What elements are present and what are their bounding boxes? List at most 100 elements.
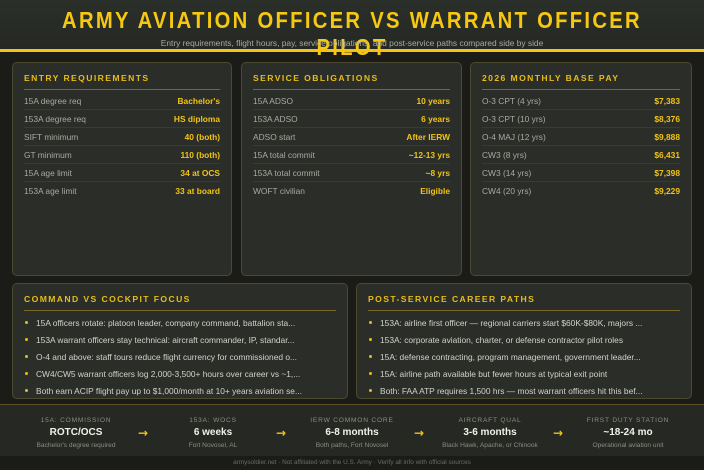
panel-title: COMMAND VS COCKPIT FOCUS	[24, 294, 191, 304]
step-note: Both paths, Fort Novosel	[315, 442, 389, 449]
step-kicker: 15A: COMMISSION	[40, 417, 112, 424]
list-item: Both: FAA ATP requires 1,500 hrs — most …	[368, 382, 683, 399]
step-value: 3-6 months	[463, 427, 517, 438]
list-item-text: 153A: corporate aviation, charter, or de…	[380, 334, 624, 345]
list-item-text: 153A warrant officers stay technical: ai…	[36, 334, 295, 345]
row-label: GT minimum	[24, 149, 72, 160]
row-label: 153A degree req	[24, 113, 86, 124]
table-row: O-3 CPT (4 yrs) $7,383	[482, 92, 680, 110]
table-row: 15A age limit 34 at OCS	[24, 164, 220, 182]
step-kicker: FIRST DUTY STATION	[586, 417, 670, 424]
arrow-right-icon: →	[553, 426, 564, 440]
row-value: $9,229	[654, 186, 680, 196]
service-obligations-panel: SERVICE OBLIGATIONS 15A ADSO 10 years 153…	[241, 62, 462, 276]
list-item-text: 15A: airline path available but fewer ho…	[380, 368, 608, 379]
training-timeline: 15A: COMMISSION ROTC/OCS Bachelor's degr…	[0, 404, 704, 456]
timeline-step-commission: 15A: COMMISSION ROTC/OCS Bachelor's degr…	[11, 405, 141, 457]
step-kicker: 153A: WOCS	[189, 417, 237, 424]
timeline-step-wocs: 153A: WOCS 6 weeks Fort Novosel, AL	[148, 405, 278, 457]
bullet-icon	[369, 372, 372, 375]
row-label: 153A ADSO	[253, 113, 298, 124]
row-value: $8,376	[654, 113, 680, 124]
bullet-icon	[25, 372, 28, 375]
list-item-text: 153A: airline first officer — regional c…	[380, 317, 643, 328]
row-value: $9,888	[654, 131, 680, 142]
divider	[482, 89, 680, 90]
table-row: 15A ADSO 10 years	[253, 92, 450, 110]
row-label: ADSO start	[253, 131, 296, 142]
bullet-icon	[25, 355, 28, 358]
divider	[253, 89, 450, 90]
step-value: ROTC/OCS	[49, 427, 103, 438]
row-value: 6 years	[421, 113, 450, 124]
table-row: O-3 CPT (10 yrs) $8,376	[482, 110, 680, 128]
row-value: HS diploma	[173, 113, 220, 124]
arrow-right-icon: →	[414, 426, 425, 440]
step-value: ~18-24 mo	[603, 427, 653, 438]
list-item: 153A: airline first officer — regional c…	[368, 314, 683, 331]
table-row: 153A ADSO 6 years	[253, 110, 450, 128]
panel-title: POST-SERVICE CAREER PATHS	[368, 294, 536, 304]
table-row: SIFT minimum 40 (both)	[24, 128, 220, 146]
panel-title: SERVICE OBLIGATIONS	[253, 73, 379, 83]
bullet-icon	[369, 321, 372, 324]
bullet-icon	[369, 389, 372, 392]
table-row: ADSO start After IERW	[253, 128, 450, 146]
panel-title: 2026 MONTHLY BASE PAY	[482, 73, 620, 83]
list-item: CW4/CW5 warrant officers log 2,000-3,500…	[24, 365, 339, 382]
row-label: CW4 (20 yrs)	[482, 186, 532, 196]
list-item: 153A warrant officers stay technical: ai…	[24, 331, 339, 348]
row-value: 34 at OCS	[180, 167, 220, 178]
list-item: O-4 and above: staff tours reduce flight…	[24, 348, 339, 365]
list-item-text: 15A officers rotate: platoon leader, com…	[36, 317, 296, 328]
arrow-right-icon: →	[276, 426, 287, 440]
step-value: 6 weeks	[193, 427, 233, 438]
row-value: $6,431	[654, 149, 680, 160]
step-value: 6-8 months	[325, 427, 379, 438]
list-item-text: O-4 and above: staff tours reduce flight…	[36, 351, 297, 362]
list-item: 15A: defense contracting, program manage…	[368, 348, 683, 365]
monthly-pay-panel: 2026 MONTHLY BASE PAY O-3 CPT (4 yrs) $7,…	[470, 62, 692, 276]
divider	[368, 310, 680, 311]
divider	[24, 89, 220, 90]
table-row: WOFT civilian Eligible	[253, 182, 450, 200]
table-row: 15A total commit ~12-13 yrs	[253, 146, 450, 164]
row-value: After IERW	[406, 131, 450, 142]
row-value: Eligible	[420, 186, 450, 196]
timeline-step-aircraft-qual: AIRCRAFT QUAL 3-6 months Black Hawk, Apa…	[425, 405, 555, 457]
table-row: 153A age limit 33 at board	[24, 182, 220, 200]
table-row: GT minimum 110 (both)	[24, 146, 220, 164]
row-label: 15A age limit	[24, 167, 72, 178]
list-item-text: 15A: defense contracting, program manage…	[380, 351, 641, 362]
row-value: 33 at board	[175, 186, 220, 196]
row-value: $7,398	[654, 167, 680, 178]
list-item: Both earn ACIP flight pay up to $1,000/m…	[24, 382, 339, 399]
row-label: 153A age limit	[24, 186, 77, 196]
row-label: WOFT civilian	[253, 186, 305, 196]
panel-title: ENTRY REQUIREMENTS	[24, 73, 150, 83]
list-item-text: Both earn ACIP flight pay up to $1,000/m…	[36, 385, 302, 396]
table-row: CW3 (8 yrs) $6,431	[482, 146, 680, 164]
row-value: ~8 yrs	[425, 167, 450, 178]
table-row: 153A degree req HS diploma	[24, 110, 220, 128]
row-label: O-3 CPT (10 yrs)	[482, 113, 546, 124]
row-value: Bachelor's	[177, 95, 221, 106]
page-subtitle: Entry requirements, flight hours, pay, s…	[160, 38, 544, 48]
step-note: Fort Novosel, AL	[188, 442, 238, 449]
row-label: 15A total commit	[253, 149, 315, 160]
bullet-icon	[25, 389, 28, 392]
row-value: ~12-13 yrs	[408, 149, 450, 160]
list-item: 15A officers rotate: platoon leader, com…	[24, 314, 339, 331]
bullet-icon	[369, 355, 372, 358]
list-item-text: Both: FAA ATP requires 1,500 hrs — most …	[380, 385, 643, 396]
page-title: ARMY AVIATION OFFICER VS WARRANT OFFICER…	[62, 7, 642, 60]
table-row: CW3 (14 yrs) $7,398	[482, 164, 680, 182]
row-label: 15A ADSO	[253, 95, 294, 106]
row-label: O-4 MAJ (12 yrs)	[482, 131, 546, 142]
header: ARMY AVIATION OFFICER VS WARRANT OFFICER…	[0, 0, 704, 60]
list-item: 15A: airline path available but fewer ho…	[368, 365, 683, 382]
divider	[24, 310, 336, 311]
row-value: 10 years	[416, 95, 450, 106]
row-value: $7,383	[654, 95, 680, 106]
step-note: Operational aviation unit	[592, 442, 664, 449]
